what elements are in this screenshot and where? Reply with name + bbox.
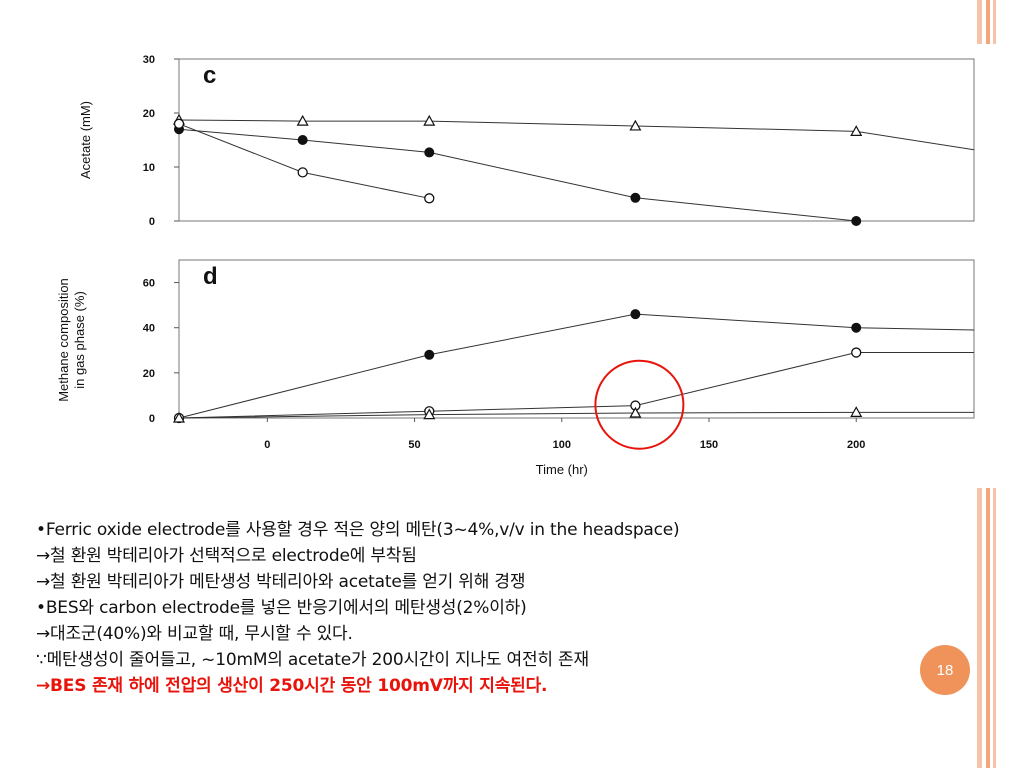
y-tick-label: 30 bbox=[143, 54, 155, 66]
top-accent-bar-mid bbox=[986, 0, 990, 44]
y-tick-label: 10 bbox=[143, 162, 155, 174]
highlight-circle bbox=[594, 359, 685, 450]
top-accent-bar-left bbox=[977, 0, 982, 44]
series-line bbox=[178, 128, 857, 222]
panel-d: 0 20 40 60 0 50 100 150 200 Time (hr) Methane comp… bbox=[56, 259, 975, 477]
data-point-open-triangle bbox=[629, 406, 642, 418]
data-point-open-circle bbox=[424, 193, 435, 204]
bullet-list: •Ferric oxide electrode를 사용할 경우 적은 양의 메탄… bbox=[36, 517, 1024, 699]
data-point-filled-circle bbox=[630, 309, 641, 320]
x-tick-label: 100 bbox=[553, 439, 571, 451]
data-point-open-circle bbox=[851, 347, 862, 358]
y-axis-title: Methane composition bbox=[56, 278, 71, 402]
data-point-open-triangle bbox=[172, 411, 186, 423]
data-point-filled-circle bbox=[297, 135, 308, 145]
x-tick-label: 0 bbox=[264, 439, 270, 451]
series-line bbox=[178, 123, 430, 199]
y-tick-label: 60 bbox=[143, 278, 155, 290]
data-point-open-triangle bbox=[850, 406, 863, 417]
x-tick-label: 50 bbox=[408, 439, 420, 451]
x-tick-label: 200 bbox=[847, 439, 865, 451]
data-point-filled-circle bbox=[630, 192, 641, 203]
bullet-line: •Ferric oxide electrode를 사용할 경우 적은 양의 메탄… bbox=[36, 520, 680, 540]
data-point-open-triangle bbox=[296, 114, 309, 126]
right-accent-bar-right bbox=[993, 488, 996, 768]
panel-label: c bbox=[203, 62, 216, 89]
data-point-open-circle bbox=[173, 118, 185, 129]
y-tick-label: 0 bbox=[149, 413, 155, 425]
data-point-open-triangle bbox=[423, 408, 436, 420]
bullet-line: •BES와 carbon electrode를 넣은 반응기에서의 메탄생성(2… bbox=[36, 598, 527, 618]
x-tick-label: 150 bbox=[700, 439, 718, 451]
page-number-badge: 18 bbox=[920, 645, 970, 695]
bullet-line: →철 환원 박테리아가 선택적으로 electrode에 부착됨 bbox=[36, 546, 417, 566]
panel-c: 0 10 20 30 Acetate (mM) c bbox=[78, 54, 975, 228]
acetate-methane-figure: 0 10 20 30 Acetate (mM) c 0 20 40 60 0 50 100 150 200… bbox=[56, 54, 975, 477]
series-line bbox=[178, 352, 974, 419]
data-point-open-triangle bbox=[423, 114, 436, 126]
right-accent-bar-mid bbox=[986, 488, 990, 768]
bullet-line: →철 환원 박테리아가 메탄생성 박테리아와 acetate를 얻기 위해 경쟁 bbox=[36, 572, 526, 592]
top-accent-bar-right bbox=[993, 0, 996, 44]
data-point-filled-circle bbox=[424, 147, 435, 158]
bullet-line: ∵메탄생성이 줄어들고, ~10mM의 acetate가 200시간이 지나도 … bbox=[36, 650, 589, 670]
panel-label: d bbox=[203, 263, 218, 290]
y-axis-title: in gas phase (%) bbox=[72, 291, 87, 389]
y-tick-label: 40 bbox=[143, 323, 155, 335]
bullet-line: →대조군(40%)와 비교할 때, 무시할 수 있다. bbox=[36, 624, 353, 644]
data-point-open-circle bbox=[297, 167, 308, 178]
data-point-filled-circle bbox=[851, 322, 862, 333]
y-tick-label: 20 bbox=[143, 368, 155, 380]
y-axis-title: Acetate (mM) bbox=[78, 101, 93, 179]
data-point-open-triangle bbox=[850, 125, 863, 136]
data-point-filled-circle bbox=[851, 216, 862, 226]
y-tick-label: 0 bbox=[149, 216, 155, 228]
plot-frame bbox=[178, 58, 975, 222]
y-tick-label: 20 bbox=[143, 108, 155, 120]
x-axis-title: Time (hr) bbox=[536, 462, 588, 477]
conclusion-line: →BES 존재 하에 전압의 생산이 250시간 동안 100mV까지 지속된다… bbox=[36, 676, 548, 696]
plot-frame bbox=[178, 259, 975, 419]
data-point-filled-circle bbox=[424, 349, 435, 360]
data-point-open-triangle bbox=[629, 119, 642, 131]
right-accent-bar-left bbox=[977, 488, 982, 768]
series-line bbox=[178, 119, 975, 151]
